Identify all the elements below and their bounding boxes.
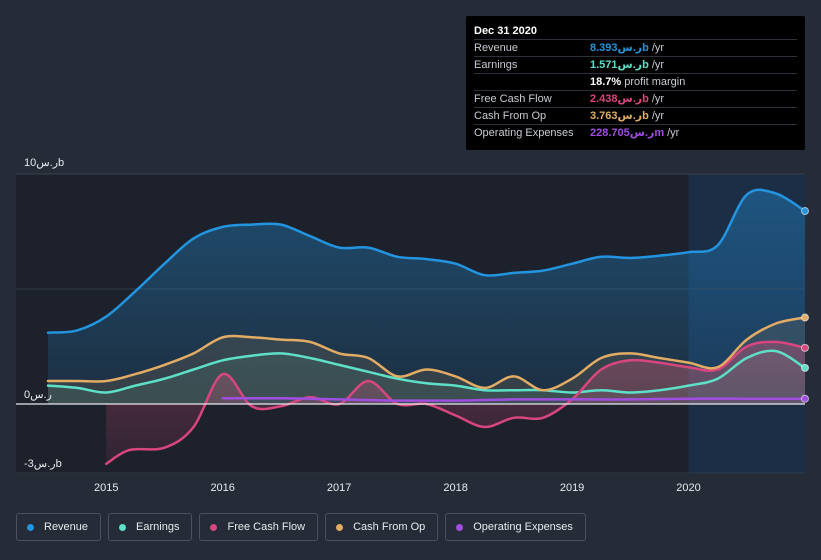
legend-dot-icon: [336, 523, 344, 531]
free-cash-flow-area: [106, 341, 805, 464]
tooltip-row-value: 18.7%: [590, 76, 622, 88]
x-tick-label: 2015: [94, 482, 118, 494]
tooltip-row: Operating Expenses 228.705ر.سm/yr: [474, 125, 797, 141]
tooltip: Dec 31 2020 Revenue 8.393ر.سb/yr Earnings 1…: [466, 16, 805, 150]
legend-dot-icon: [456, 523, 464, 531]
free-cash-flow-line: [104, 340, 807, 466]
legend-label: Free Cash Flow: [227, 521, 306, 533]
legend-item-free-cash-flow[interactable]: Free Cash Flow: [199, 513, 319, 541]
tooltip-row-label: Earnings: [474, 59, 518, 71]
tooltip-row: Free Cash Flow 2.438ر.سb/yr: [474, 91, 797, 108]
legend-item-earnings[interactable]: Earnings: [108, 513, 193, 541]
tooltip-row-label: Cash From Op: [474, 110, 547, 122]
tooltip-row-label: Revenue: [474, 42, 519, 54]
tooltip-row-unit: /yr: [651, 110, 665, 122]
legend-item-operating-expenses[interactable]: Operating Expenses: [445, 513, 586, 541]
tooltip-row: Cash From Op 3.763ر.سb/yr: [474, 108, 797, 125]
tooltip-row-unit: /yr: [651, 59, 665, 71]
tooltip-row: Revenue 8.393ر.سb/yr: [474, 39, 797, 57]
legend-label: Earnings: [136, 521, 180, 533]
legend-dot-icon: [210, 523, 218, 531]
tooltip-row-value: 228.705ر.سm: [590, 127, 665, 139]
legend: Revenue Earnings Free Cash Flow Cash From O…: [16, 513, 593, 541]
tooltip-row-value: 2.438ر.سb: [590, 93, 649, 105]
tooltip-row-label: [474, 74, 590, 90]
x-tick-label: 2016: [210, 482, 234, 494]
earnings-line: [46, 349, 807, 394]
tooltip-row-label: Operating Expenses: [474, 127, 574, 139]
legend-label: Operating Expenses: [473, 521, 573, 533]
tooltip-row: 18.7% profit margin: [474, 74, 797, 91]
cash-from-op-area: [48, 317, 805, 404]
legend-dot-icon: [119, 523, 127, 531]
tooltip-row-unit: /yr: [667, 127, 680, 139]
operating-expenses-end-point: [801, 394, 809, 403]
tooltip-row-value: 8.393ر.سb: [590, 42, 649, 54]
cash-from-op-end-point: [801, 313, 809, 322]
x-tick-label: 2020: [676, 482, 700, 494]
legend-label: Revenue: [44, 521, 89, 533]
chart: 2015 2016 2017 2018 2019 2020 10ر.سb 0ر.س -3ر…: [16, 157, 809, 494]
legend-label: Cash From Op: [353, 521, 426, 533]
y-axis-label-zero: 0ر.س: [24, 389, 52, 401]
x-tick-label: 2018: [443, 482, 467, 494]
x-tick-label: 2019: [560, 482, 584, 494]
y-axis-label-top: 10ر.سb: [24, 157, 64, 169]
revenue-line: [46, 188, 807, 334]
legend-dot-icon: [27, 523, 34, 531]
cash-from-op-line: [46, 316, 807, 392]
y-axis-label-bottom: -3ر.سb: [24, 458, 62, 470]
operating-expenses-line: [221, 396, 807, 402]
tooltip-row-unit: /yr: [651, 93, 665, 105]
tooltip-row-value: 3.763ر.سb: [590, 110, 649, 122]
tooltip-row-unit: /yr: [651, 42, 665, 54]
revenue-end-point: [801, 207, 809, 216]
legend-item-revenue[interactable]: Revenue: [16, 513, 102, 541]
revenue-area: [48, 189, 805, 404]
x-tick-label: 2017: [327, 482, 351, 494]
legend-item-cash-from-op[interactable]: Cash From Op: [325, 513, 439, 541]
tooltip-row-unit: profit margin: [624, 76, 686, 88]
tooltip-row-label: Free Cash Flow: [474, 93, 552, 105]
earnings-end-point: [801, 363, 809, 372]
tooltip-row: Earnings 1.571ر.سb/yr: [474, 57, 797, 74]
tooltip-date: Dec 31 2020: [474, 25, 537, 37]
free-cash-flow-end-point: [801, 343, 809, 352]
tooltip-row-value: 1.571ر.سb: [590, 59, 649, 71]
